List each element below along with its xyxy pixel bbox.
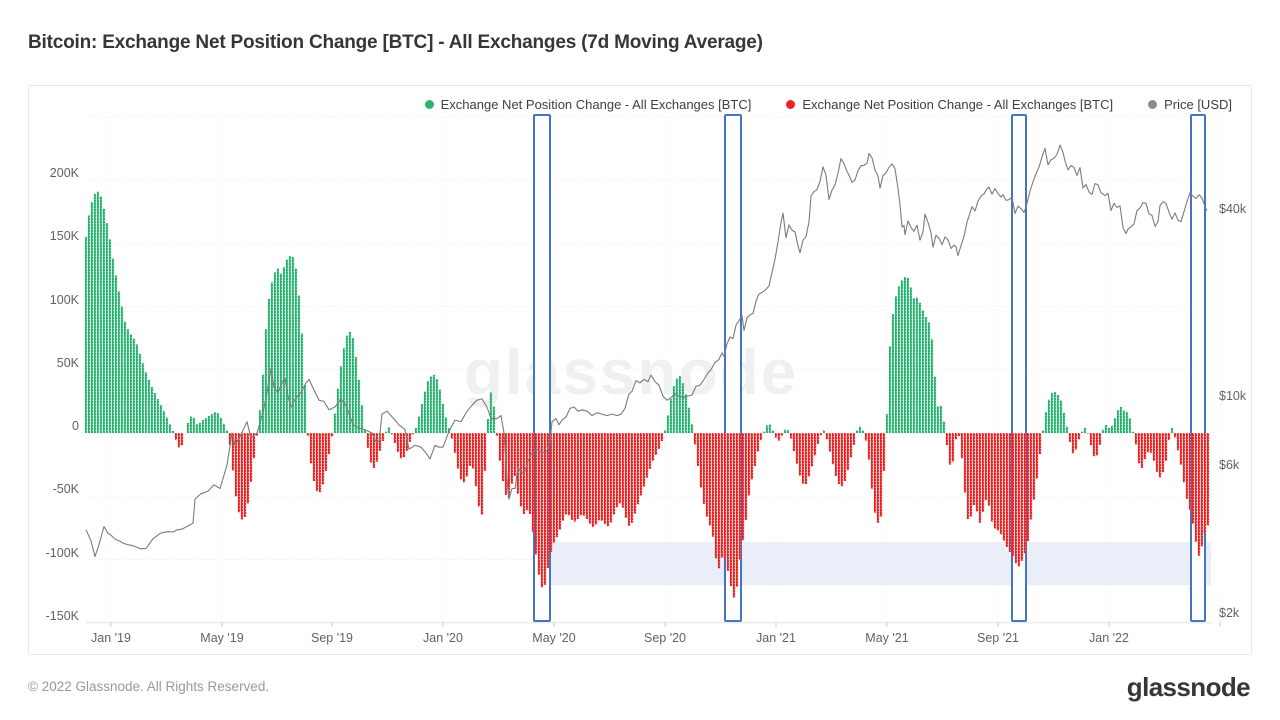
y-axis-label-left: 200K [49, 166, 79, 180]
price-line [85, 144, 1208, 558]
x-axis-label: May '21 [865, 631, 909, 645]
x-axis-ticks [110, 622, 1221, 627]
y-axis-label-left: 50K [56, 355, 79, 370]
y-axis-label-right: $40k [1219, 201, 1247, 216]
x-axis-label: Sep '19 [310, 631, 353, 645]
legend-dot-icon [1148, 100, 1158, 109]
chart-plot-area[interactable]: glassnode [29, 86, 1251, 652]
y-axis-label-left: -50K [52, 482, 79, 497]
highlight-band [549, 542, 1211, 586]
y-axis-label-left: 0 [72, 419, 79, 433]
x-axis-label: Jan '20 [423, 631, 463, 645]
glassnode-logo: glassnode [1126, 672, 1251, 702]
y-axis-label-right: $6k [1219, 457, 1240, 472]
legend-label: Exchange Net Position Change - All Excha… [802, 97, 1114, 112]
legend-dot-icon [786, 100, 796, 109]
x-axis-label: Jan '22 [1089, 631, 1129, 645]
y-axis-label-left: -150K [45, 608, 79, 623]
x-axis-label: Sep '21 [976, 631, 1019, 645]
svg-text:glassnode: glassnode [464, 336, 799, 408]
y-axis-label-left: 150K [49, 229, 79, 244]
legend-item-price[interactable]: Price [USD] [1148, 97, 1232, 112]
net-position-change-bars [84, 191, 1210, 598]
legend-dot-icon [424, 100, 434, 109]
chart-legend: Exchange Net Position Change - All Excha… [424, 97, 1232, 112]
legend-item-outflow[interactable]: Exchange Net Position Change - All Excha… [786, 97, 1113, 112]
y-axis-label-right: $2k [1219, 606, 1240, 620]
y-axis-label-right: $10k [1219, 388, 1247, 403]
legend-item-inflow[interactable]: Exchange Net Position Change - All Excha… [424, 97, 752, 112]
x-axis-label: May '19 [200, 631, 244, 645]
x-axis-label: Sep '20 [643, 631, 686, 645]
x-axis-label: Jan '21 [756, 631, 796, 645]
x-axis-label: Jan '19 [91, 631, 131, 645]
x-axis-label: May '20 [532, 631, 576, 645]
legend-label: Price [USD] [1164, 97, 1232, 112]
glassnode-watermark: glassnode [464, 336, 799, 408]
copyright-text: © 2022 Glassnode. All Rights Reserved. [28, 679, 270, 694]
legend-label: Exchange Net Position Change - All Excha… [440, 97, 752, 112]
y-axis-label-left: -100K [45, 545, 79, 560]
y-axis-label-left: 100K [49, 292, 79, 307]
chart-card: glassnode Exchange Net Position Change -… [28, 85, 1252, 655]
page-title: Bitcoin: Exchange Net Position Change [B… [28, 32, 763, 53]
